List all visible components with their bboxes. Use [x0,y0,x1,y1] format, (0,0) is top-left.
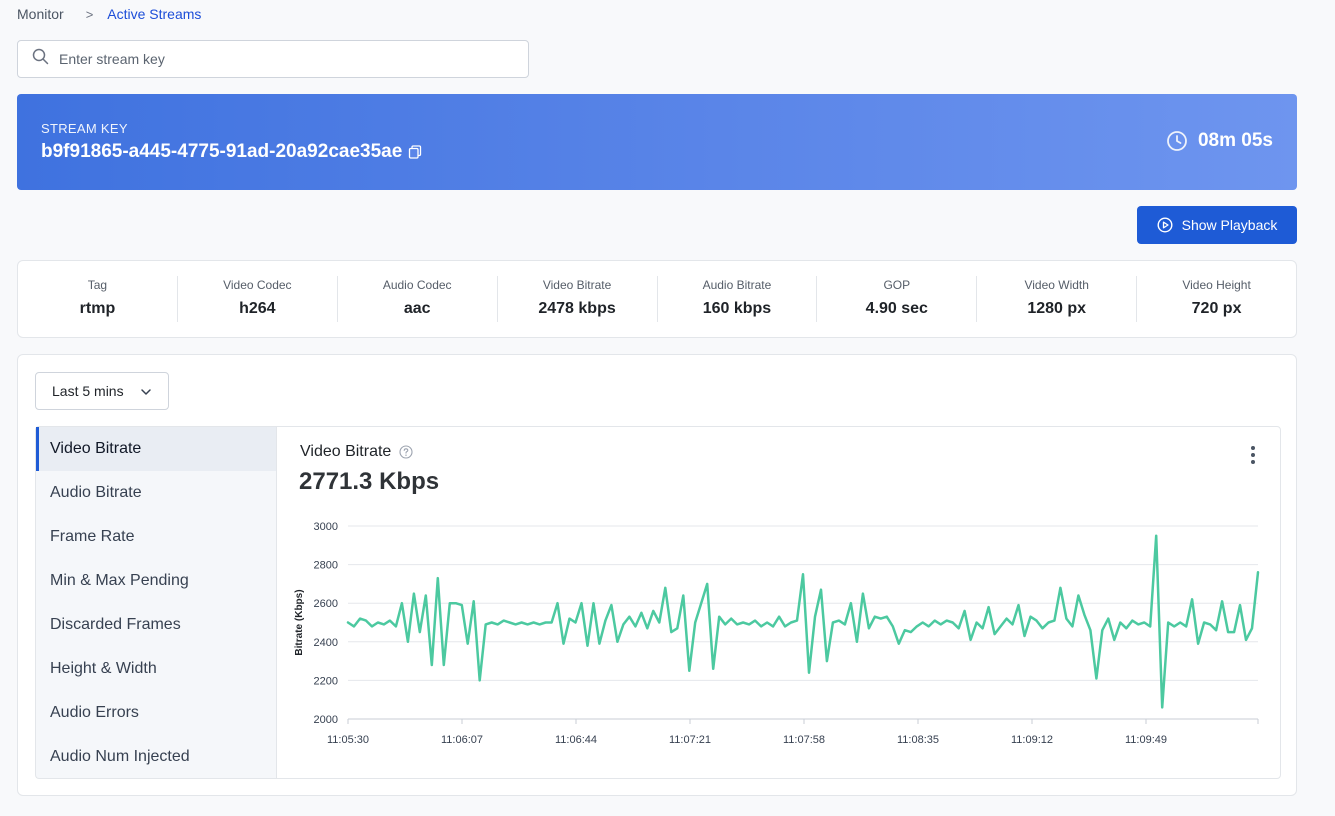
x-tick-label: 11:07:58 [783,734,825,746]
x-tick-label: 11:05:30 [327,734,369,746]
stat-label: Audio Bitrate [702,278,772,292]
metric-item-min-max-pending[interactable]: Min & Max Pending [50,572,189,589]
chart-title: Video Bitrate [300,443,413,461]
x-tick-label: 11:09:12 [1011,734,1053,746]
metric-item-audio-bitrate[interactable]: Audio Bitrate [50,484,142,501]
stat-value: 160 kbps [702,300,772,317]
show-playback-label: Show Playback [1181,217,1278,233]
metric-list: Video Bitrate Audio Bitrate Frame Rate M… [35,426,276,779]
play-circle-icon [1157,217,1173,233]
chart-card: 2000 2200 2400 2600 2800 3000 11:05:30 11:06:07… [276,426,1281,779]
stream-key-row: b9f91865-a445-4775-91ad-20a92cae35ae [41,141,422,163]
x-tick-label: 11:06:07 [441,734,483,746]
stream-key-search [17,40,529,78]
breadcrumb-current: Active Streams [107,6,202,22]
stat-label: Tag [87,278,108,292]
stream-timer: 08m 05s [1166,130,1273,152]
metric-item-height-width[interactable]: Height & Width [50,660,157,677]
time-range-dropdown[interactable]: Last 5 mins [35,372,169,410]
stat-label: Video Bitrate [542,278,612,292]
stat-label: Video Height [1182,278,1251,292]
chart-title-text: Video Bitrate [300,443,392,460]
stat-video-bitrate: Video Bitrate 2478 kbps [498,276,658,322]
stat-video-width: Video Width 1280 px [977,276,1138,322]
stat-video-codec: Video Codec h264 [178,276,338,322]
stat-label: GOP [883,278,911,292]
stat-value: aac [403,300,431,317]
series-line [346,534,1260,709]
metric-item-audio-num-injected[interactable]: Audio Num Injected [50,748,190,765]
x-tick-label: 11:06:44 [555,734,597,746]
chart-current-value: 2771.3 Kbps [299,468,440,495]
metric-item-discarded-frames[interactable]: Discarded Frames [50,616,181,633]
metric-item-audio-errors[interactable]: Audio Errors [50,704,139,721]
time-range-label: Last 5 mins [52,383,124,399]
more-options-icon[interactable] [1250,445,1256,465]
stream-key-value: b9f91865-a445-4775-91ad-20a92cae35ae [41,141,403,162]
y-tick-label: 3000 [314,521,338,533]
x-tick-label: 11:07:21 [669,734,711,746]
metrics-panel: Last 5 mins Video Bitrate Audio Bitrate … [17,354,1297,796]
y-tick-label: 2200 [314,675,338,687]
y-tick-label: 2600 [314,598,338,610]
stat-value: 1280 px [1027,300,1087,317]
stat-value: 2478 kbps [538,300,616,317]
stat-gop: GOP 4.90 sec [817,276,978,322]
stat-audio-bitrate: Audio Bitrate 160 kbps [658,276,818,322]
stream-stats-bar: Tag rtmp Video Codec h264 Audio Codec aac V… [17,260,1297,338]
breadcrumb-monitor-link[interactable]: Monitor [17,6,64,22]
x-tick-label: 11:09:49 [1125,734,1167,746]
metric-item-frame-rate[interactable]: Frame Rate [50,528,135,545]
stat-audio-codec: Audio Codec aac [338,276,498,322]
help-icon[interactable] [399,445,413,459]
stat-tag: Tag rtmp [18,276,178,322]
copy-icon[interactable] [408,145,422,159]
y-tick-label: 2400 [314,637,338,649]
stream-key-label: STREAM KEY [41,121,128,136]
stat-value: 720 px [1191,300,1242,317]
stat-video-height: Video Height 720 px [1137,276,1296,322]
y-axis-label: Bitrate (Kbps) [294,589,305,655]
show-playback-button[interactable]: Show Playback [1137,206,1297,244]
bitrate-chart: 2000 2200 2400 2600 2800 3000 11:05:30 11:06:07… [294,521,1260,746]
search-icon [32,48,49,70]
stream-elapsed-time: 08m 05s [1197,130,1273,151]
stat-value: h264 [239,300,276,317]
y-tick-label: 2000 [314,714,338,726]
clock-icon [1166,130,1188,152]
chevron-down-icon [140,386,152,398]
breadcrumb: Monitor > Active Streams [17,6,201,22]
stat-label: Audio Codec [382,278,452,292]
stat-value: 4.90 sec [865,300,928,317]
stat-value: rtmp [79,300,116,317]
stream-banner: STREAM KEY b9f91865-a445-4775-91ad-20a92… [17,94,1297,190]
search-input[interactable] [59,51,489,67]
x-tick-label: 11:08:35 [897,734,939,746]
stat-label: Video Codec [223,278,292,292]
breadcrumb-separator: > [85,6,94,22]
y-tick-label: 2800 [314,560,338,572]
metric-item-video-bitrate[interactable]: Video Bitrate [36,427,276,471]
stat-label: Video Width [1024,278,1089,292]
